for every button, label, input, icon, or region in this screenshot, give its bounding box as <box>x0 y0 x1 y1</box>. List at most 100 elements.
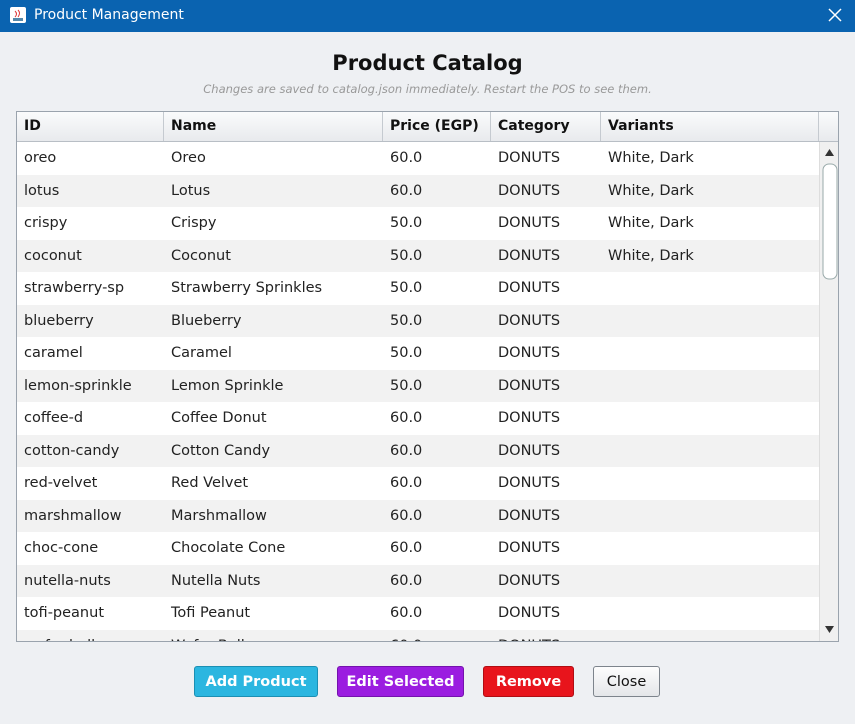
cell-price: 60.0 <box>390 410 423 426</box>
cell-price: 50.0 <box>390 377 423 394</box>
cell-name: Chocolate Cone <box>171 540 286 556</box>
product-table: ID Name Price (EGP) Category Variants oreo Or… <box>16 111 839 642</box>
button[interactable]: Edit Selected <box>337 666 464 697</box>
cell-variants: White, Dark <box>608 247 694 264</box>
cell-id: coconut <box>24 247 82 264</box>
cell-price: 60.0 <box>390 540 423 556</box>
button[interactable]: Add Product <box>194 666 318 697</box>
column-header[interactable]: Variants <box>601 112 819 141</box>
cell-price: 60.0 <box>390 605 423 621</box>
table-row[interactable]: crispy Crispy 50.0 DONUTS White, Dark <box>17 207 819 240</box>
cell-id: oreo <box>24 150 57 166</box>
table-row[interactable]: strawberry-sp Strawberry Sprinkles 50.0 DON… <box>17 272 819 305</box>
cell-price: 50.0 <box>390 215 423 231</box>
cell-category: DONUTS <box>498 572 561 589</box>
table-row[interactable]: nutella-nuts Nutella Nuts 60.0 DONUTS <box>17 564 819 597</box>
cell-name: Nutella Nuts <box>171 572 261 589</box>
cell-name: Oreo <box>171 150 206 166</box>
table-row[interactable]: blueberry Blueberry 50.0 DONUTS <box>17 304 819 337</box>
cell-price: 60.0 <box>390 150 423 166</box>
cell-name: Red Velvet <box>171 475 249 491</box>
window-title: Product Management <box>34 7 184 23</box>
cell-name: Wafer Ball <box>164 630 390 642</box>
table-header: ID Name Price (EGP) Category Variants <box>17 112 838 142</box>
table-row[interactable]: lemon-sprinkle Lemon Sprinkle 50.0 DONUTS <box>17 369 819 402</box>
cell-name: Lemon Sprinkle <box>171 377 284 394</box>
cell-variants: White, Dark <box>608 182 694 199</box>
cell-name: Lotus <box>171 182 211 199</box>
table-row[interactable]: choc-cone Chocolate Cone 60.0 DONUTS <box>17 532 819 565</box>
app-icon <box>10 7 26 23</box>
cell-variants: White, Dark <box>608 150 694 166</box>
table-row[interactable]: coconut Coconut 50.0 DONUTS White, Dark <box>17 239 819 272</box>
table-row[interactable]: lotus Lotus 60.0 DONUTS White, Dark <box>17 174 819 207</box>
cell-name: Crispy <box>171 215 217 231</box>
cell-price: 60.0 <box>390 442 423 459</box>
table-row[interactable]: oreo Oreo 60.0 DONUTS White, Dark <box>17 142 819 175</box>
cell-name: Cotton Candy <box>171 442 271 459</box>
table-row[interactable]: caramel Caramel 50.0 DONUTS <box>17 337 819 370</box>
close-window[interactable] <box>827 7 843 23</box>
cell-id: blueberry <box>24 312 94 329</box>
table-row[interactable]: coffee-d Coffee Donut 60.0 DONUTS <box>17 402 819 435</box>
cell-id: tofi-peanut <box>24 605 104 621</box>
title-bar: Product Management <box>0 0 855 32</box>
cell-category: DONUTS <box>498 215 561 231</box>
scrollbar[interactable] <box>819 142 838 641</box>
cell-category: DONUTS <box>498 280 561 296</box>
table-row[interactable]: tofi-peanut Tofi Peanut 60.0 DONUTS <box>17 597 819 630</box>
cell-price: 50.0 <box>390 247 423 264</box>
cell-id: caramel <box>24 345 83 361</box>
cell-id: red-velvet <box>24 475 98 491</box>
cell-id: wafer-ball <box>17 630 171 642</box>
cell-category: DONUTS <box>498 377 561 394</box>
cell-price: 60.0 <box>390 182 423 199</box>
heading: Product Catalog <box>332 51 523 75</box>
cell-id: strawberry-sp <box>24 280 125 296</box>
scrollbar-graphics <box>822 149 838 633</box>
cell-id: coffee-d <box>24 410 84 426</box>
cell-category: DONUTS <box>498 345 561 361</box>
cell-id: marshmallow <box>24 507 122 524</box>
cell-id: choc-cone <box>24 540 99 556</box>
table-row[interactable]: red-velvet Red Velvet 60.0 DONUTS <box>17 467 819 500</box>
cell-name: Blueberry <box>171 312 242 329</box>
subtitle: Changes are saved to catalog.json immedi… <box>203 82 652 96</box>
cell-category: DONUTS <box>498 312 561 329</box>
cell-category: DONUTS <box>498 150 561 166</box>
cell-id: crispy <box>24 215 68 231</box>
cell-price: 60.0 <box>390 507 423 524</box>
table-row[interactable]: cotton-candy Cotton Candy 60.0 DONUTS <box>17 434 819 467</box>
cell-category: DONUTS <box>498 475 561 491</box>
cell-id: lotus <box>24 182 60 199</box>
cell-price: 50.0 <box>390 312 423 329</box>
cell-name: Tofi Peanut <box>171 605 251 621</box>
cell-price: 60.0 <box>390 475 423 491</box>
cell-id: nutella-nuts <box>24 572 111 589</box>
cell-name: Strawberry Sprinkles <box>171 280 323 296</box>
column-header[interactable]: ID <box>17 112 164 141</box>
cell-name: Coffee Donut <box>171 410 267 426</box>
column-header[interactable]: Name <box>164 112 383 141</box>
table-row[interactable]: marshmallow Marshmallow 60.0 DONUTS <box>17 499 819 532</box>
cell-category: DONUTS <box>491 630 608 642</box>
cell-price: 60.0 <box>390 572 423 589</box>
column-header[interactable]: Category <box>491 112 601 141</box>
cell-category: DONUTS <box>498 605 561 621</box>
cell-category: DONUTS <box>498 182 561 199</box>
cell-variants: White, Dark <box>608 215 694 231</box>
cell-price: 50.0 <box>390 280 423 296</box>
cell-id: lemon-sprinkle <box>24 377 132 394</box>
cell-category: DONUTS <box>498 247 561 264</box>
cell-category: DONUTS <box>498 410 561 426</box>
cell-category: DONUTS <box>498 442 561 459</box>
column-header[interactable]: Price (EGP) <box>383 112 491 141</box>
cell-id: cotton-candy <box>24 442 120 459</box>
button[interactable]: Remove <box>483 666 574 697</box>
cell-name: Caramel <box>171 345 232 361</box>
button[interactable]: Close <box>593 666 660 697</box>
cell-price: 60.0 <box>383 630 498 642</box>
cell-category: DONUTS <box>498 507 561 524</box>
